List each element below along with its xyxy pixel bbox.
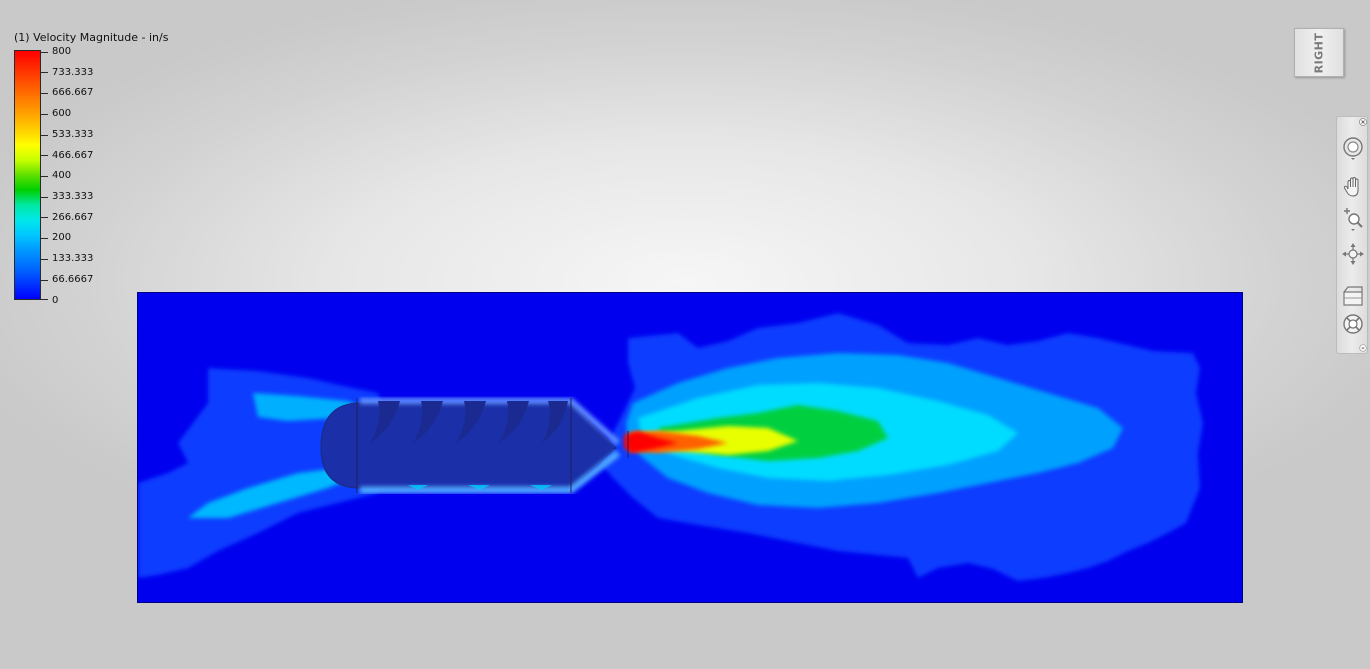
rotor-blade xyxy=(370,401,400,443)
viewcube[interactable]: RIGHT xyxy=(1294,28,1344,77)
legend-tick xyxy=(41,93,48,94)
look-button[interactable] xyxy=(1341,311,1365,337)
steering-wheel-icon xyxy=(1343,137,1363,160)
legend-tick xyxy=(41,52,48,53)
zoom-button[interactable] xyxy=(1341,205,1365,231)
legend-label: 266.667 xyxy=(52,212,94,223)
legend-tick xyxy=(41,114,48,115)
legend-tick xyxy=(41,135,48,136)
rotor-blade xyxy=(456,401,486,443)
legend-tick xyxy=(41,155,48,156)
navbar-menu-icon[interactable] xyxy=(1359,344,1367,352)
rotor-body xyxy=(320,402,617,489)
rotor-gap xyxy=(408,485,428,490)
legend-label: 533.333 xyxy=(52,129,94,140)
velocity-legend: (1) Velocity Magnitude - in/s 800 733.33… xyxy=(14,31,214,311)
zoom-icon xyxy=(1344,208,1363,231)
legend-label: 800 xyxy=(52,46,72,57)
pan-button[interactable] xyxy=(1341,175,1365,201)
rotor-gap xyxy=(530,485,552,490)
contour-band-inflow-lower xyxy=(188,468,353,518)
contour-band-low-left xyxy=(138,368,388,578)
legend-title: (1) Velocity Magnitude - in/s xyxy=(14,31,169,44)
legend-label: 400 xyxy=(52,170,72,181)
legend-label: 133.333 xyxy=(52,253,94,264)
legend-tick xyxy=(41,72,48,73)
viewcube-face-label[interactable]: RIGHT xyxy=(1312,32,1326,73)
look-icon xyxy=(1343,314,1363,334)
view-box-icon xyxy=(1343,286,1363,306)
orbit-button[interactable] xyxy=(1341,241,1365,267)
legend-label: 200 xyxy=(52,232,72,243)
legend-tick xyxy=(41,299,48,300)
steering-wheel-button[interactable] xyxy=(1341,135,1365,161)
legend-label: 0 xyxy=(52,295,59,306)
legend-tick xyxy=(41,259,48,260)
orbit-icon xyxy=(1342,243,1364,265)
navigation-bar xyxy=(1336,116,1368,354)
legend-tick xyxy=(41,238,48,239)
legend-color-bar xyxy=(14,50,41,300)
legend-label: 333.333 xyxy=(52,191,94,202)
legend-label: 466.667 xyxy=(52,150,94,161)
legend-label: 66.6667 xyxy=(52,274,94,285)
rotor-blade xyxy=(499,401,529,443)
pan-hand-icon xyxy=(1343,176,1359,197)
view-box-button[interactable] xyxy=(1341,283,1365,309)
contour-band-max xyxy=(624,431,678,453)
contour-field xyxy=(138,293,1242,602)
legend-label: 733.333 xyxy=(52,67,94,78)
legend-tick xyxy=(41,197,48,198)
rotor-gap xyxy=(468,485,490,490)
velocity-contour-plot[interactable] xyxy=(137,292,1243,603)
rotor-blade xyxy=(413,401,443,443)
legend-tick xyxy=(41,217,48,218)
legend-label: 666.667 xyxy=(52,87,94,98)
legend-tick xyxy=(41,176,48,177)
rotor-blade xyxy=(542,401,568,443)
legend-label: 600 xyxy=(52,108,72,119)
close-icon[interactable] xyxy=(1359,118,1367,126)
legend-tick xyxy=(41,280,48,281)
